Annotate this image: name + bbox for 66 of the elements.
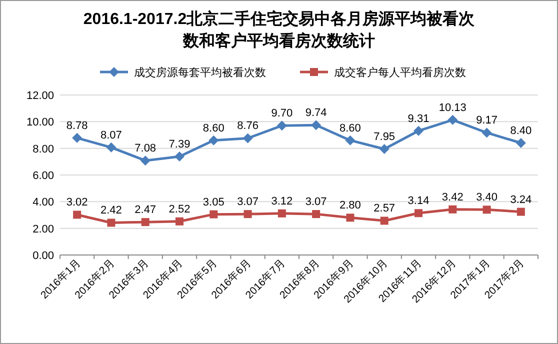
point — [448, 114, 458, 125]
y-tick-label: 0.00 — [32, 250, 54, 262]
point — [482, 206, 491, 214]
point — [208, 135, 219, 146]
data-label: 2.52 — [168, 203, 190, 216]
data-label: 9.17 — [476, 114, 498, 127]
data-label: 8.60 — [202, 122, 224, 134]
data-label: 8.60 — [340, 122, 361, 134]
legend-label: 成交房源每套平均被看次数 — [134, 66, 266, 79]
point — [242, 133, 253, 144]
data-label: 3.24 — [510, 194, 532, 206]
data-label: 8.76 — [237, 120, 258, 132]
point — [379, 144, 390, 154]
data-label: 3.40 — [476, 192, 498, 204]
data-label: 3.07 — [305, 196, 327, 208]
point — [482, 128, 492, 138]
data-label: 7.39 — [168, 138, 190, 150]
y-tick-label: 8.00 — [32, 143, 54, 156]
data-label: 7.95 — [374, 131, 396, 143]
point — [414, 209, 422, 218]
chart-title: 2016.1-2017.2北京二手住宅交易中各月房源平均被看次数和客户平均看房次数统计 — [83, 9, 476, 50]
point — [174, 151, 184, 162]
data-label: 2.47 — [134, 204, 156, 216]
point — [210, 210, 218, 218]
point — [311, 120, 322, 130]
point — [72, 132, 82, 143]
y-tick-label: 6.00 — [32, 170, 54, 182]
point — [345, 135, 356, 146]
data-label: 8.40 — [510, 125, 532, 137]
data-label: 3.42 — [442, 191, 464, 204]
point — [414, 126, 424, 136]
data-label: 3.07 — [237, 196, 258, 208]
data-label: 8.78 — [66, 120, 88, 132]
data-label: 2.42 — [100, 204, 122, 217]
data-label: 10.13 — [438, 102, 466, 114]
point — [516, 138, 526, 148]
y-tick-label: 10.00 — [26, 116, 54, 129]
data-label: 9.31 — [408, 112, 430, 125]
data-label: 7.08 — [134, 142, 156, 155]
data-label: 3.14 — [408, 195, 430, 208]
data-label: 9.74 — [305, 107, 327, 120]
point — [106, 142, 116, 152]
y-tick-label: 12.00 — [26, 90, 54, 102]
point — [140, 156, 150, 166]
point — [380, 216, 388, 225]
data-label: 3.12 — [271, 195, 293, 208]
data-label: 2.57 — [374, 202, 396, 215]
y-tick-label: 2.00 — [32, 223, 54, 236]
data-label: 3.02 — [66, 196, 88, 209]
point — [312, 210, 320, 218]
y-tick-label: 4.00 — [32, 196, 54, 209]
point — [346, 214, 354, 222]
point — [73, 210, 82, 219]
legend-label: 成交客户每人平均看房次数 — [334, 66, 466, 79]
point — [276, 120, 287, 131]
data-label: 2.80 — [340, 200, 361, 212]
data-label: 8.07 — [100, 129, 122, 142]
point — [176, 217, 184, 226]
data-label: 3.05 — [202, 196, 224, 208]
point — [244, 210, 252, 218]
point — [141, 218, 150, 226]
point — [448, 205, 457, 214]
point — [107, 218, 116, 227]
data-label: 9.70 — [271, 108, 293, 120]
point — [278, 209, 286, 218]
point — [516, 208, 525, 216]
